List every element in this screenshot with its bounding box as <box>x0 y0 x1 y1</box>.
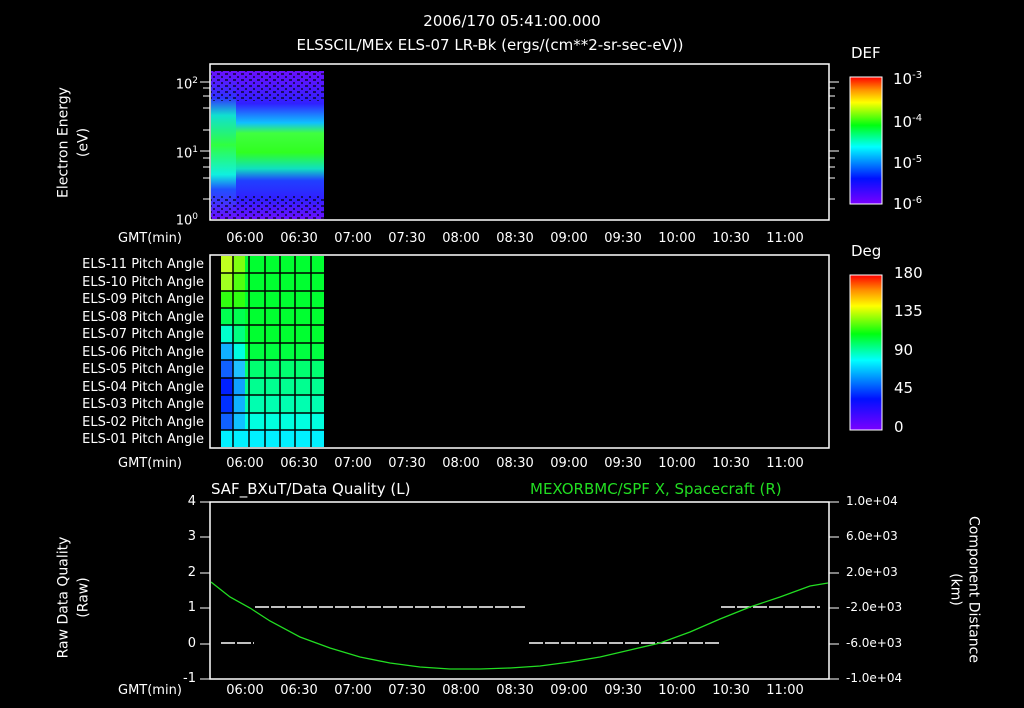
ytick-left: 2 <box>187 565 196 580</box>
colorbar1-title: DEF <box>851 44 881 62</box>
ytick-right: -6.0e+03 <box>846 636 903 650</box>
row-label: ELS-11 Pitch Angle <box>82 257 204 272</box>
ytick-right: -1.0e+04 <box>846 671 903 685</box>
ytick-left: 4 <box>187 494 196 509</box>
time-tick: 11:00 <box>766 683 804 698</box>
colorbar2-tick: 180 <box>894 264 923 282</box>
colorbar2 <box>849 274 883 431</box>
colorbar1-tick: 10-6 <box>893 195 923 213</box>
time-axis-label: GMT(min) <box>118 456 182 471</box>
plot-title: ELSSCIL/MEx ELS-07 LR-Bk (ergs/(cm**2-sr… <box>296 36 684 54</box>
time-tick: 08:00 <box>442 456 480 471</box>
time-tick: 06:30 <box>280 231 318 246</box>
time-tick: 09:30 <box>604 231 642 246</box>
colorbar1-tick: 10-3 <box>893 70 923 88</box>
time-tick: 11:00 <box>766 456 804 471</box>
panel3-left-title: SAF_BXuT/Data Quality (L) <box>211 480 411 498</box>
ytick-1e1: 101 <box>175 145 198 162</box>
time-tick: 11:00 <box>766 231 804 246</box>
time-tick: 06:00 <box>226 231 264 246</box>
ytick-1e2: 102 <box>175 76 198 93</box>
time-axis-label: GMT(min) <box>118 683 182 698</box>
colorbar1-tick: 10-5 <box>893 154 923 172</box>
ytick-right: 6.0e+03 <box>846 529 898 543</box>
time-tick: 08:30 <box>496 683 534 698</box>
time-tick: 07:30 <box>388 683 426 698</box>
time-tick: 07:00 <box>334 456 372 471</box>
time-tick: 10:00 <box>658 231 696 246</box>
row-label: ELS-02 Pitch Angle <box>82 415 204 430</box>
plot-datetime: 2006/170 05:41:00.000 <box>423 12 601 30</box>
panel1-spectrogram <box>211 71 324 219</box>
time-tick: 08:00 <box>442 231 480 246</box>
time-tick: 09:30 <box>604 456 642 471</box>
row-label: ELS-07 Pitch Angle <box>82 327 204 342</box>
row-label: ELS-01 Pitch Angle <box>82 432 204 447</box>
time-tick: 09:00 <box>550 683 588 698</box>
time-tick: 07:30 <box>388 231 426 246</box>
colorbar1-tick: 10-4 <box>893 113 923 131</box>
ytick-right: 2.0e+03 <box>846 565 898 579</box>
time-axis-label: GMT(min) <box>118 231 182 246</box>
time-tick: 07:00 <box>334 683 372 698</box>
spacecraft-x-series <box>210 581 829 670</box>
colorbar2-tick: 135 <box>894 302 923 320</box>
time-tick: 06:00 <box>226 683 264 698</box>
time-tick: 10:30 <box>712 683 750 698</box>
time-tick: 09:00 <box>550 231 588 246</box>
colorbar2-title: Deg <box>851 242 882 260</box>
ytick-left: 0 <box>187 636 196 651</box>
time-tick: 07:30 <box>388 456 426 471</box>
time-tick: 07:00 <box>334 231 372 246</box>
time-tick: 10:00 <box>658 456 696 471</box>
time-tick: 06:30 <box>280 456 318 471</box>
ytick-left: -1 <box>183 671 196 686</box>
time-tick: 10:00 <box>658 683 696 698</box>
time-tick: 09:00 <box>550 456 588 471</box>
time-tick: 08:30 <box>496 456 534 471</box>
row-label: ELS-05 Pitch Angle <box>82 362 204 377</box>
colorbar1 <box>849 76 883 205</box>
panel2-pitch-grid <box>221 256 324 447</box>
time-tick: 06:30 <box>280 683 318 698</box>
time-tick: 08:00 <box>442 683 480 698</box>
ytick-right: -2.0e+03 <box>846 600 903 614</box>
time-tick: 09:30 <box>604 683 642 698</box>
time-tick: 10:30 <box>712 231 750 246</box>
colorbar2-tick: 90 <box>894 341 914 359</box>
time-tick: 06:00 <box>226 456 264 471</box>
ytick-left: 3 <box>187 529 196 544</box>
panel3-right-title: MEXORBMC/SPF X, Spacecraft (R) <box>530 480 782 498</box>
colorbar2-tick: 45 <box>894 379 914 397</box>
row-label: ELS-10 Pitch Angle <box>82 275 204 290</box>
colorbar2-tick: 0 <box>894 418 904 436</box>
ytick-left: 1 <box>187 600 196 615</box>
time-tick: 08:30 <box>496 231 534 246</box>
row-label: ELS-06 Pitch Angle <box>82 345 204 360</box>
time-tick: 10:30 <box>712 456 750 471</box>
row-label: ELS-09 Pitch Angle <box>82 292 204 307</box>
row-label: ELS-04 Pitch Angle <box>82 380 204 395</box>
data-quality-series <box>221 606 820 644</box>
row-label: ELS-08 Pitch Angle <box>82 310 204 325</box>
ytick-1e0: 100 <box>175 212 198 229</box>
ytick-right: 1.0e+04 <box>846 494 898 508</box>
row-label: ELS-03 Pitch Angle <box>82 397 204 412</box>
